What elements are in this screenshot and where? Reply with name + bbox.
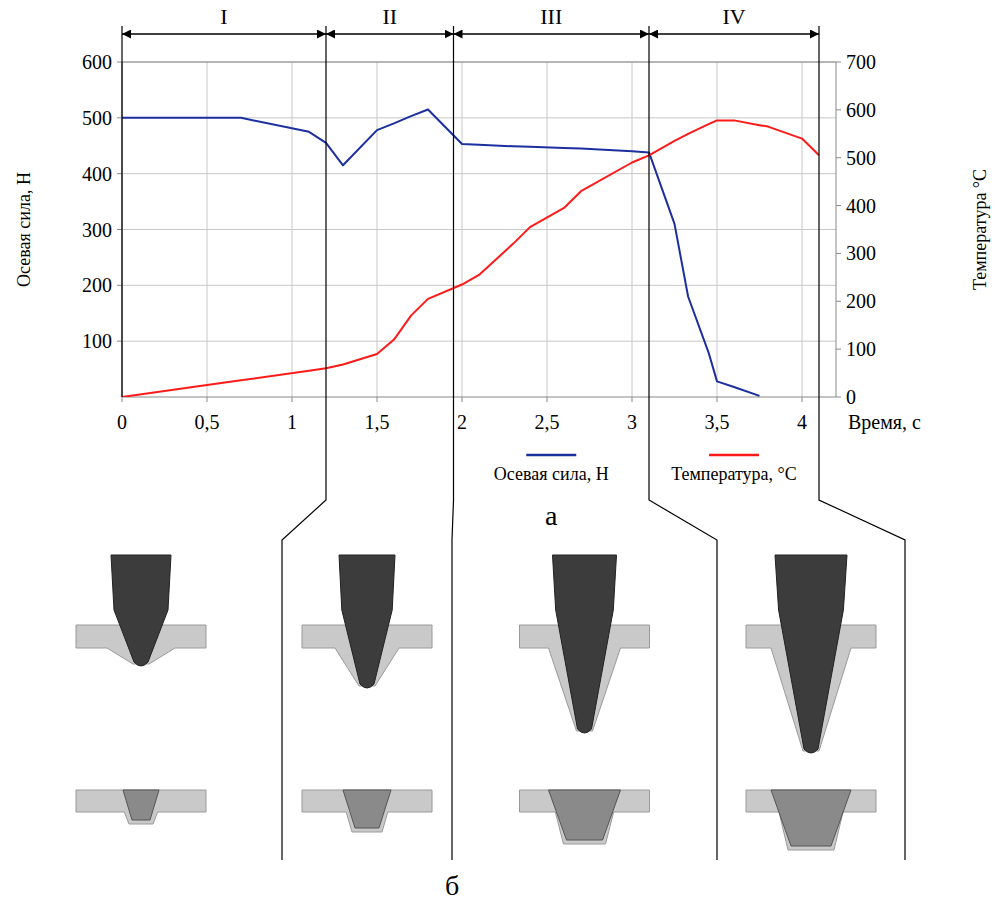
series-lines: [122, 109, 819, 397]
x-tick-label: 1,5: [365, 411, 390, 433]
grid-line-y: [122, 341, 836, 342]
x-tick-label: 2: [457, 411, 467, 433]
x-tick-label: 3: [627, 411, 637, 433]
stage-arrow: [326, 33, 454, 35]
y-tick: [117, 62, 122, 63]
x-tick: [717, 397, 718, 402]
tool: [111, 555, 171, 666]
plate-section: [520, 790, 650, 844]
hole: [343, 790, 391, 828]
x-tick: [122, 397, 123, 402]
grid-line-y: [122, 285, 836, 286]
x-tick-label: 0: [117, 411, 127, 433]
x-tick-label: 1: [287, 411, 297, 433]
stage-boundary: [649, 26, 717, 860]
y2-tick-label: 300: [846, 242, 876, 264]
x-tick: [547, 397, 548, 402]
y2-tick-label: 700: [846, 51, 876, 73]
y2-axis-line: [836, 62, 837, 397]
stages: IIIIIIIV: [122, 4, 905, 860]
y2-tick: [836, 253, 841, 254]
sections: [76, 555, 876, 850]
plate-section: [76, 790, 206, 824]
y2-tick-label: 600: [846, 99, 876, 121]
y2-axis-title: Температура °С: [970, 169, 990, 290]
hole: [549, 790, 621, 840]
x-tick: [377, 397, 378, 402]
stage-arrow: [122, 33, 326, 35]
y2-tick: [836, 62, 841, 63]
x-axis-line: [122, 397, 836, 398]
y-tick-label: 400: [82, 163, 112, 185]
plate-section: [746, 790, 876, 850]
stage-boundary: [282, 26, 326, 860]
panel-label: а: [545, 500, 558, 531]
y-tick-label: 200: [82, 274, 112, 296]
y-tick: [117, 341, 122, 342]
x-tick-label: 3,5: [705, 411, 730, 433]
figure: 0 0,5 1 1,5 2 2,5 3 3,5 4 100 200 300 400 500 600 0 100 2…: [0, 0, 999, 911]
stage-label: III: [540, 4, 562, 29]
x-tick: [292, 397, 293, 402]
x-tick-label: 2,5: [535, 411, 560, 433]
x-tick: [802, 397, 803, 402]
top-frame-line: [122, 62, 836, 63]
legend-label: Температура, °С: [671, 464, 797, 484]
x-tick-label: 0,5: [195, 411, 220, 433]
stage-boundary: [819, 26, 905, 860]
tool: [775, 555, 847, 753]
stage-arrow: [649, 33, 819, 35]
hole: [123, 790, 159, 820]
x-tick: [462, 397, 463, 402]
y2-tick-label: 400: [846, 195, 876, 217]
tool: [339, 555, 395, 688]
stage-label: I: [220, 4, 227, 29]
legend-label: Осевая сила, Н: [494, 464, 609, 484]
plate-section: [302, 790, 432, 832]
grid-line-y: [122, 229, 836, 230]
y2-tick: [836, 397, 841, 398]
x-axis-title: Время, с: [848, 411, 921, 434]
y2-tick-label: 500: [846, 147, 876, 169]
legend-swatch: [709, 454, 759, 457]
series-line: [122, 109, 760, 395]
legend: Осевая сила, Н Температура, °С: [494, 455, 797, 484]
y-tick: [117, 117, 122, 118]
y2-tick-label: 0: [846, 386, 856, 408]
x-tick: [632, 397, 633, 402]
x-tick: [207, 397, 208, 402]
x-tick-label: 4: [797, 411, 807, 433]
y2-tick: [836, 109, 841, 110]
y-tick-label: 300: [82, 219, 112, 241]
stage-arrow: [454, 33, 650, 35]
y2-tick: [836, 301, 841, 302]
hole: [771, 790, 851, 846]
grid-line-y: [122, 173, 836, 174]
y2-tick: [836, 205, 841, 206]
y2-tick: [836, 157, 841, 158]
panel-label: б: [445, 870, 459, 901]
y-tick-label: 600: [82, 51, 112, 73]
y-axis-title: Осевая сила, Н: [14, 172, 34, 287]
y-tick-label: 500: [82, 107, 112, 129]
plot-frame: [122, 62, 836, 397]
y-tick: [117, 173, 122, 174]
y-tick-label: 100: [82, 330, 112, 352]
series-line: [122, 120, 819, 397]
stage-boundary: [121, 26, 122, 397]
y2-tick: [836, 349, 841, 350]
axes: 0 0,5 1 1,5 2 2,5 3 3,5 4 100 200 300 400 500 600 0 100 2…: [14, 51, 990, 434]
y-tick: [117, 229, 122, 230]
stage-label: IV: [722, 4, 745, 29]
stage-boundary: [452, 26, 454, 860]
y2-tick-label: 200: [846, 290, 876, 312]
grid: [122, 62, 836, 397]
stage-label: II: [382, 4, 397, 29]
grid-line-y: [122, 62, 836, 63]
y2-tick-label: 100: [846, 338, 876, 360]
y-tick: [117, 285, 122, 286]
legend-swatch: [526, 454, 576, 457]
tool: [553, 555, 617, 733]
